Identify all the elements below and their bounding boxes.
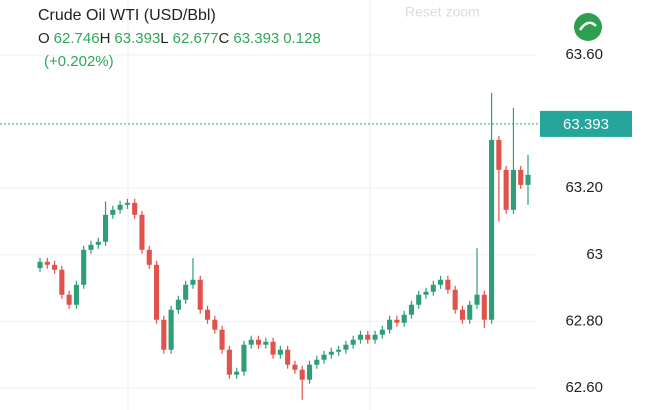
- candle-body: [255, 339, 262, 345]
- logo-mark: [578, 21, 597, 31]
- y-tick-label: 63: [586, 246, 603, 263]
- candle-body: [481, 294, 487, 320]
- candle-body: [445, 279, 451, 290]
- candle-body: [263, 341, 269, 345]
- candle-body: [314, 359, 320, 365]
- candle-body: [73, 284, 79, 305]
- candle-body: [496, 139, 502, 170]
- chart-title: Crude Oil WTI (USD/Bbl): [38, 7, 216, 24]
- ohlc: O 62.746H 63.393L 62.677C 63.393 0.128: [38, 30, 321, 47]
- candle-body: [175, 299, 181, 310]
- candle-body: [146, 249, 152, 265]
- candle-body: [489, 139, 495, 320]
- h-label: H: [100, 30, 111, 47]
- candle-body: [306, 364, 313, 380]
- candle-body: [357, 334, 364, 340]
- change-pct: (+0.202%): [44, 53, 114, 70]
- candle-body: [81, 249, 87, 285]
- candle-body: [401, 314, 407, 323]
- y-tick-label: 62.80: [565, 312, 603, 329]
- candle-body: [328, 351, 334, 355]
- candle-body: [66, 294, 72, 305]
- candle-body: [248, 339, 254, 345]
- candle-body: [37, 261, 43, 269]
- candle-body: [168, 309, 174, 350]
- candle-body: [190, 279, 196, 285]
- candle-body: [161, 319, 167, 350]
- candle-body: [350, 339, 356, 345]
- candle-body: [372, 334, 378, 340]
- y-tick-label: 63.20: [565, 179, 603, 196]
- candle-body: [117, 204, 123, 210]
- candle-body: [197, 279, 203, 310]
- candle-body: [408, 304, 415, 315]
- l-value: 62.677: [173, 30, 219, 47]
- plot: 63.60 63.20 63 62.80 62.60 63.393: [0, 46, 632, 400]
- c-label: C: [219, 30, 230, 47]
- candle-body: [277, 349, 283, 355]
- candle-body: [183, 284, 189, 300]
- candle-body: [518, 169, 524, 185]
- last-price-box: [540, 110, 632, 137]
- candle-body: [423, 291, 429, 295]
- candle-body: [212, 319, 218, 330]
- candle-body: [299, 369, 305, 380]
- candle-body: [110, 209, 116, 215]
- o-label: O: [38, 30, 50, 47]
- candle-body: [394, 319, 400, 323]
- candle-body: [44, 261, 50, 265]
- candle-body: [241, 344, 247, 372]
- candle-body: [430, 284, 436, 292]
- candle-body: [204, 309, 211, 320]
- candle-body: [95, 241, 101, 245]
- o-value: 62.746: [54, 30, 100, 47]
- candle-body: [153, 264, 160, 320]
- candle-body: [510, 169, 516, 210]
- candle-body: [467, 304, 473, 320]
- candle-body: [452, 289, 458, 310]
- y-tick-label: 62.60: [565, 379, 603, 396]
- candle-body: [292, 364, 298, 370]
- reset-zoom[interactable]: Reset zoom: [405, 4, 480, 20]
- candle-body: [387, 319, 393, 330]
- candle-body: [438, 279, 444, 285]
- candle-body: [474, 294, 480, 305]
- candle-body: [103, 214, 109, 242]
- candle-body: [88, 244, 94, 250]
- h-value: 63.393: [114, 30, 160, 47]
- y-tick-label: 63.60: [565, 46, 603, 63]
- candle-body: [285, 349, 291, 365]
- candle-body: [525, 174, 531, 185]
- candle-body: [459, 309, 465, 320]
- candle-body: [219, 329, 225, 350]
- candle-body: [124, 202, 130, 205]
- candle-body: [59, 269, 65, 295]
- candle-body: [321, 354, 327, 360]
- candle-body: [379, 329, 385, 335]
- candle-body: [365, 334, 371, 340]
- candle-body: [234, 371, 240, 375]
- candle-body: [336, 349, 342, 352]
- candle-body: [503, 169, 509, 210]
- last-price-label: 63.393: [563, 116, 609, 133]
- c-value: 63.393: [233, 30, 279, 47]
- candle-body: [226, 349, 232, 375]
- change: 0.128: [283, 30, 321, 47]
- candle-body: [132, 202, 138, 215]
- candle-body: [343, 344, 349, 350]
- candle-body: [416, 294, 422, 305]
- candle-body: [270, 341, 276, 355]
- candle-body: [139, 214, 145, 250]
- logo: [574, 13, 602, 41]
- l-label: L: [160, 30, 168, 47]
- candle-body: [52, 264, 58, 270]
